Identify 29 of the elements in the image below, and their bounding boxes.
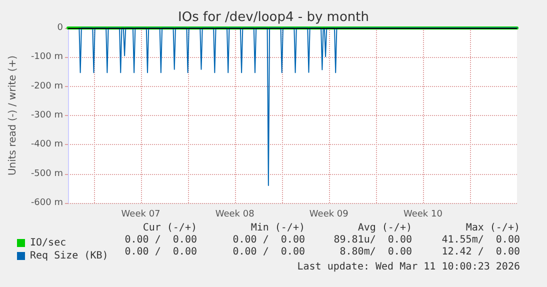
text: 0.00 / 0.00 [124,234,197,246]
y-tick-label: -500 m [30,168,63,179]
text: Last update: Wed Mar 11 10:00:23 2026 [297,262,520,272]
y-axis-title: Units read (-) / write (+) [8,55,18,176]
text: 12.42 / 0.00 [442,246,520,258]
x-tick-label: Week 10 [403,210,443,220]
y-tick-label: -400 m [30,140,63,150]
legend-label: IO/sec [30,238,66,248]
legend-label: Req Size (KB) [30,250,108,262]
y-tick-label: -600 m [30,198,63,208]
text: Max (-/+) [466,222,520,234]
text: 0.00 / 0.00 [232,234,305,246]
text: 41.55m/ 0.00 [442,234,520,246]
chart-title: IOs for /dev/loop4 - by month [178,10,369,25]
text: 0.00 / 0.00 [124,246,197,258]
y-tick-label: 0 [57,23,64,33]
text: Min (-/+) [250,222,305,234]
y-tick-label: -300 m [30,110,63,120]
line-series [78,28,518,186]
text: Avg (-/+) [358,222,412,234]
text: 89.81u/ 0.00 [334,234,412,246]
text: 8.80m/ 0.00 [340,246,412,258]
y-tick-label: -100 m [30,52,63,62]
x-tick-label: Week 07 [121,210,160,220]
text: 0.00 / 0.00 [232,246,305,258]
text: Cur (-/+) [142,222,197,234]
x-tick-label: Week 08 [215,210,255,220]
y-tick-label: -200 m [30,81,63,92]
x-tick-label: Week 09 [309,210,349,220]
